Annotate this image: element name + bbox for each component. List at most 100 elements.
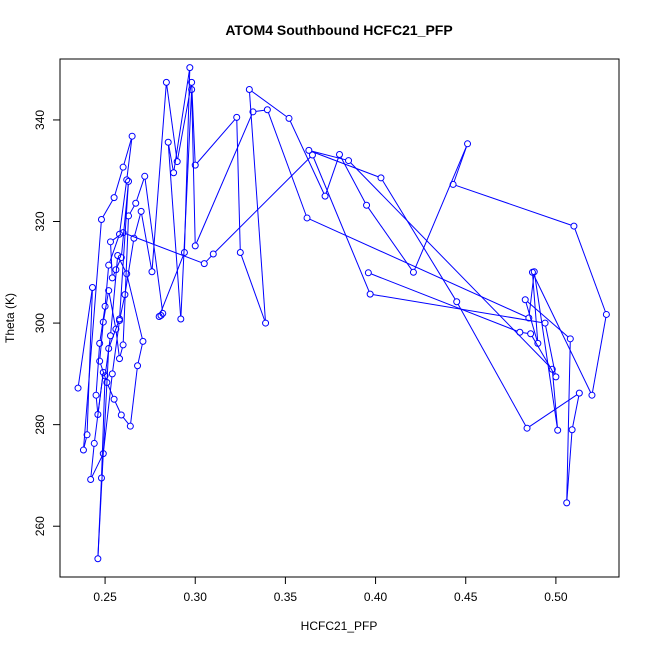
series-segment	[86, 290, 93, 432]
series-segment	[114, 169, 123, 195]
data-point	[110, 194, 118, 202]
series-segment	[566, 432, 573, 500]
x-tick-label: 0.50	[544, 590, 568, 604]
data-point	[112, 325, 120, 333]
data-point	[188, 85, 196, 93]
series-segment	[110, 244, 113, 275]
series-segment	[173, 70, 190, 170]
series-segment	[184, 70, 191, 250]
series-segment	[121, 184, 129, 255]
data-point	[132, 199, 140, 207]
series-segment	[340, 156, 366, 203]
series-segment	[129, 205, 135, 214]
data-point	[575, 389, 583, 397]
data-point	[94, 410, 102, 418]
data-point	[116, 315, 124, 323]
data-point	[364, 269, 372, 277]
data-point	[90, 439, 98, 447]
series-segment	[94, 375, 104, 441]
series-segment	[119, 297, 125, 318]
data-point	[117, 254, 125, 262]
series-segment	[91, 456, 103, 478]
series-segment	[97, 351, 110, 556]
series-segment	[159, 255, 184, 314]
data-point	[162, 78, 170, 86]
data-point	[191, 161, 199, 169]
data-point	[157, 311, 165, 319]
series-segment	[255, 109, 265, 112]
series-segment	[110, 258, 118, 333]
data-point	[191, 242, 199, 250]
data-point	[523, 424, 531, 432]
data-point	[92, 391, 100, 399]
y-tick-label: 260	[33, 516, 47, 536]
data-point	[570, 222, 578, 230]
data-point	[568, 426, 576, 434]
data-point	[112, 266, 120, 274]
series-segment	[99, 325, 104, 359]
data-point	[527, 330, 535, 338]
data-point	[170, 169, 178, 177]
series-segment	[119, 184, 129, 317]
data-point	[263, 106, 271, 114]
series-segment	[95, 398, 99, 412]
y-tick-label: 280	[33, 414, 47, 434]
data-point	[134, 362, 142, 370]
data-point	[200, 260, 208, 268]
series-segment	[325, 157, 339, 194]
series-segment	[103, 376, 113, 451]
data-point	[363, 201, 371, 209]
data-point	[262, 319, 270, 327]
data-point	[186, 64, 194, 72]
data-point	[366, 290, 374, 298]
y-axis: 260 280 300 320 340	[33, 110, 61, 536]
series-segment	[102, 199, 114, 218]
data-point	[233, 113, 241, 121]
data-point	[116, 355, 124, 363]
series-segment	[367, 207, 413, 271]
series-segment	[574, 228, 606, 312]
series-segment	[453, 146, 467, 182]
data-point	[548, 365, 556, 373]
x-tick-label: 0.45	[454, 590, 478, 604]
data-point	[123, 176, 131, 184]
series-segment	[457, 304, 527, 426]
data-point	[305, 146, 313, 154]
series-segment	[251, 90, 287, 118]
data-point	[285, 114, 293, 122]
series-segment	[525, 302, 538, 341]
series-segment	[125, 233, 202, 264]
data-point	[126, 422, 134, 430]
series-segment	[531, 336, 555, 375]
series-segment	[119, 347, 123, 356]
data-point	[453, 298, 461, 306]
series-segment	[90, 446, 95, 477]
data-point	[249, 108, 257, 116]
series-segment	[134, 214, 141, 236]
series-segment	[311, 150, 346, 161]
data-point	[139, 337, 147, 345]
data-point	[117, 411, 125, 419]
series-segment	[414, 146, 467, 270]
series-segment	[107, 385, 114, 397]
data-point	[321, 192, 329, 200]
series-segment	[545, 325, 556, 375]
data-point	[108, 274, 116, 282]
x-tick-label: 0.40	[364, 590, 388, 604]
data-point	[105, 261, 113, 269]
series-segment	[215, 156, 311, 253]
series-segment	[115, 332, 120, 356]
series-segment	[552, 372, 558, 428]
data-point	[563, 499, 571, 507]
series-segment	[126, 139, 133, 177]
series-segment	[167, 145, 182, 317]
data-point	[530, 268, 538, 276]
chart-title: ATOM4 Southbound HCFC21_PFP	[225, 22, 452, 38]
x-axis: 0.25 0.30 0.35 0.40 0.45 0.50	[93, 576, 568, 604]
data-point	[97, 215, 105, 223]
x-tick-label: 0.30	[184, 590, 208, 604]
series-segment	[370, 273, 518, 332]
data-point	[516, 328, 524, 336]
series-segment	[311, 151, 379, 178]
series-segment	[108, 293, 116, 327]
